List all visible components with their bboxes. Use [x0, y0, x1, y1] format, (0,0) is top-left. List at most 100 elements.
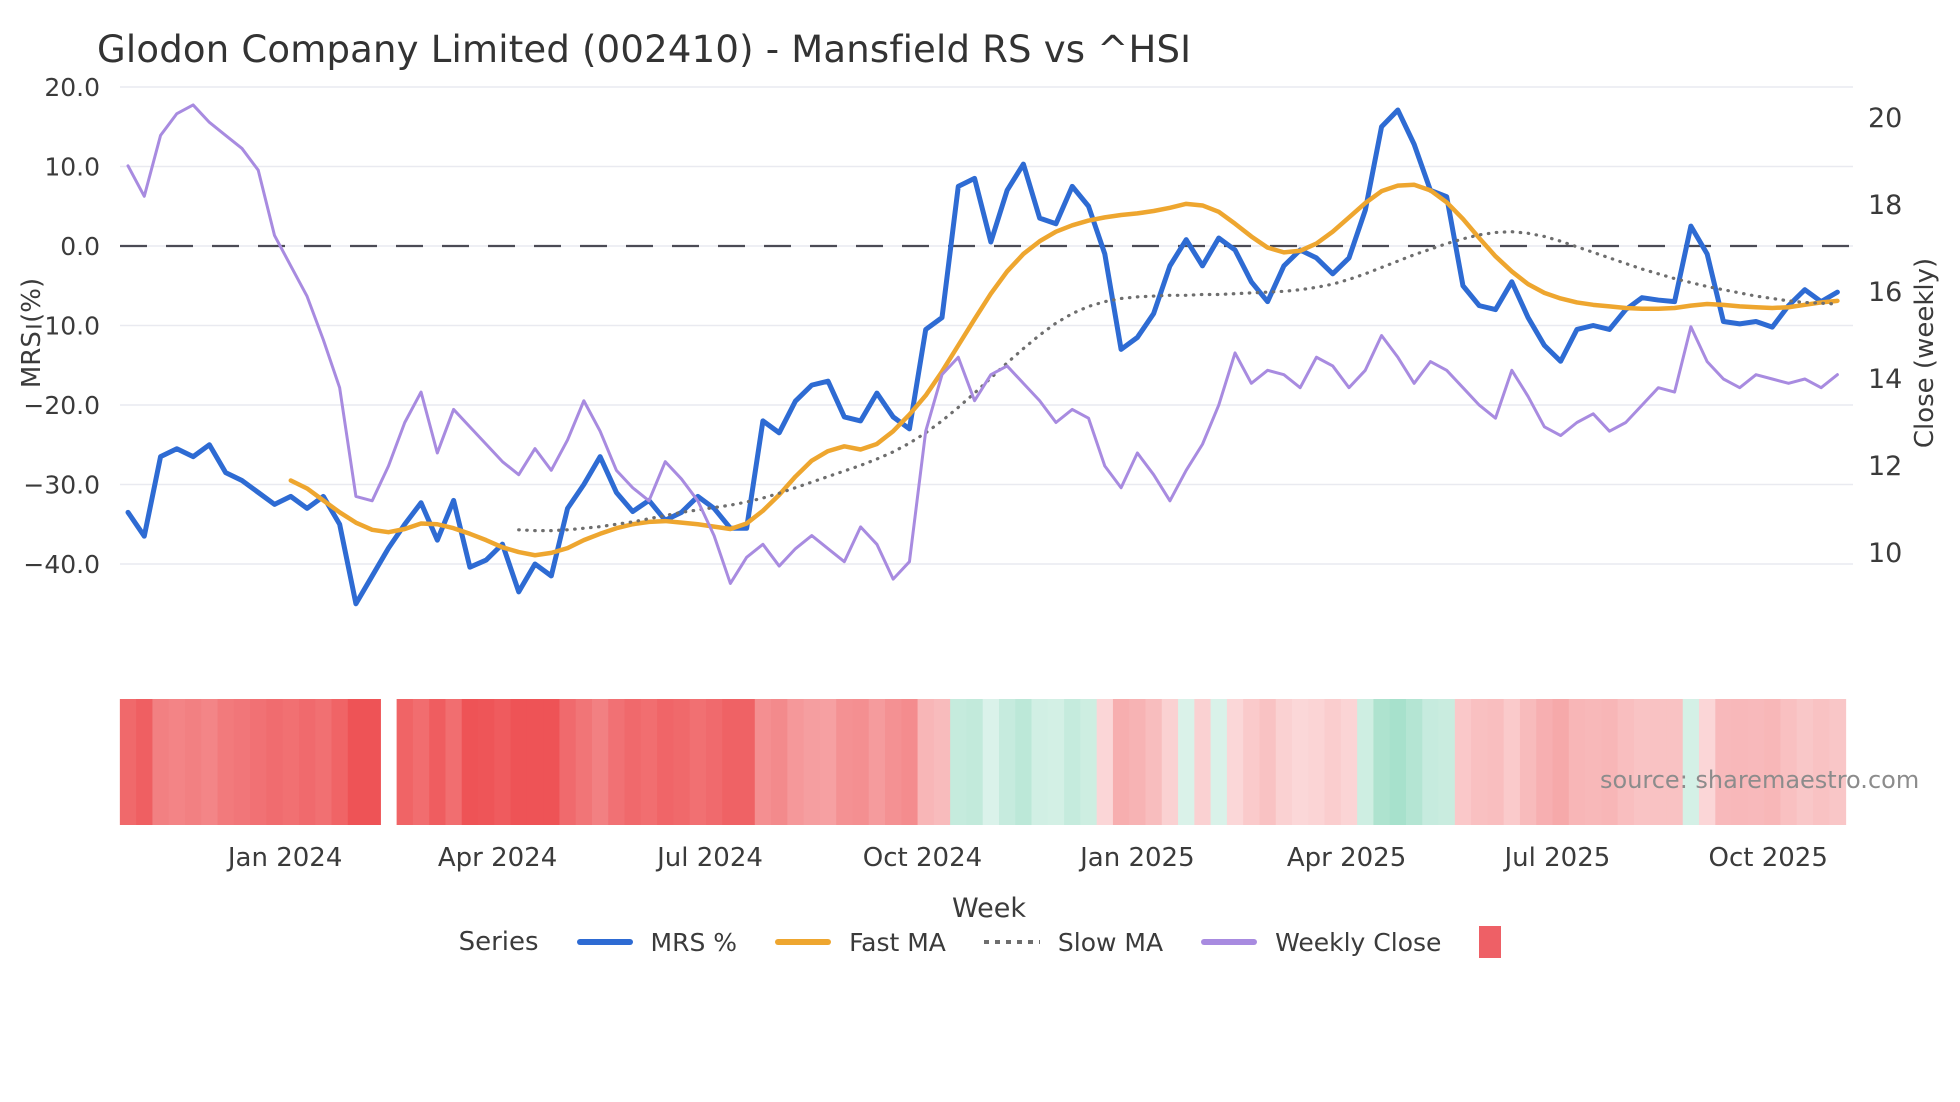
heatmap-cell: [1308, 699, 1326, 825]
heatmap-cell: [1243, 699, 1261, 825]
heatmap-cell: [624, 699, 642, 825]
heatmap-cell: [1503, 699, 1521, 825]
chart-legend: Series MRS % Fast MA Slow MA Weekly Clos…: [0, 920, 1960, 964]
heatmap-cell: [543, 699, 561, 825]
x-axis-tick-label: Jan 2025: [1078, 843, 1195, 873]
heatmap-cell: [136, 699, 154, 825]
heatmap-cell: [640, 699, 658, 825]
heatmap-cell: [1699, 699, 1716, 825]
heatmap-cell: [885, 699, 902, 825]
legend-item-slow-ma[interactable]: Slow MA: [983, 928, 1163, 957]
legend-item-mrs[interactable]: MRS %: [576, 928, 737, 957]
heatmap-cell: [478, 699, 495, 825]
heatmap-cell: [1601, 699, 1619, 825]
x-axis-title: Week: [952, 893, 1026, 924]
heatmap-cell: [1617, 699, 1635, 825]
legend-title: Series: [458, 927, 539, 957]
y-axis-left-tick-label: 20.0: [44, 73, 100, 102]
x-axis-tick-label: Jan 2024: [226, 843, 343, 873]
legend-item-weekly-close[interactable]: Weekly Close: [1201, 928, 1441, 957]
heatmap-cell: [1047, 699, 1065, 825]
x-axis-tick-label: Oct 2024: [863, 843, 982, 873]
x-axis-tick-label: Oct 2025: [1709, 843, 1828, 873]
heatmap-cell: [494, 699, 512, 825]
heatmap-cell: [1064, 699, 1081, 825]
heatmap-cell: [1259, 699, 1277, 825]
heatmap-cell: [526, 699, 544, 825]
y-axis-right-tick-label: 10: [1868, 538, 1902, 569]
heatmap-cell: [689, 699, 707, 825]
x-axis-tick-label: Jul 2025: [1502, 843, 1610, 873]
heatmap-cell: [1454, 699, 1472, 825]
heatmap-cell: [1389, 699, 1407, 825]
heatmap-cell: [1373, 699, 1391, 825]
heatmap-cell: [233, 699, 251, 825]
heatmap-cell: [1519, 699, 1537, 825]
heatmap-cell: [852, 699, 870, 825]
heatmap-cell: [901, 699, 919, 825]
heatmap-cell: [315, 699, 333, 825]
heatmap-cell: [282, 699, 300, 825]
heatmap-cell: [950, 699, 968, 825]
heatmap-cell: [608, 699, 626, 825]
heatmap-cell: [998, 699, 1016, 825]
x-axis-tick-label: Apr 2025: [1287, 843, 1406, 873]
heatmap-cell: [217, 699, 235, 825]
heatmap-cell: [1145, 699, 1163, 825]
y-axis-left-tick-label: −20.0: [23, 391, 100, 420]
heatmap-cell: [1796, 699, 1814, 825]
heatmap-cell: [1178, 699, 1195, 825]
x-axis-tick-label: Apr 2024: [438, 843, 557, 873]
heatmap-cell: [657, 699, 674, 825]
heatmap-cell: [347, 699, 365, 825]
heatmap-cell: [1405, 699, 1423, 825]
heatmap-cell: [184, 699, 202, 825]
heatmap-cell: [803, 699, 821, 825]
heatmap-cell: [331, 699, 349, 825]
y-axis-left-tick-label: −30.0: [23, 471, 100, 500]
legend-item-fast-ma[interactable]: Fast MA: [775, 928, 946, 957]
heatmap-cell: [1715, 699, 1733, 825]
heatmap-cell: [966, 699, 984, 825]
heatmap-cell: [510, 699, 528, 825]
y-axis-right-tick-label: 20: [1868, 103, 1902, 134]
heatmap-cell: [933, 699, 951, 825]
heatmap-cell: [250, 699, 267, 825]
heatmap-cell: [1650, 699, 1668, 825]
heatmap-cell: [1666, 699, 1684, 825]
legend-item-label: Weekly Close: [1275, 927, 1442, 957]
heatmap-cell: [445, 699, 463, 825]
heatmap-cell: [1764, 699, 1782, 825]
heatmap-cell: [1633, 699, 1651, 825]
heatmap-cell: [396, 699, 414, 825]
heatmap-cell: [1096, 699, 1114, 825]
heatmap-cell: [738, 699, 756, 825]
heatmap-cell: [1568, 699, 1586, 825]
heatmap-cell: [1210, 699, 1228, 825]
heatmap-cell: [575, 699, 593, 825]
heatmap-cell: [266, 699, 284, 825]
heatmap-cell: [1161, 699, 1179, 825]
heatmap-cell: [412, 699, 430, 825]
heatmap-cell: [1585, 699, 1602, 825]
heatmap-cell: [1747, 699, 1765, 825]
legend-item-heatmap[interactable]: [1479, 926, 1502, 958]
y-axis-left-tick-label: 0.0: [60, 232, 100, 261]
heatmap-cell: [1422, 699, 1440, 825]
heatmap-cell: [1536, 699, 1554, 825]
series-line-slow-ma: [517, 230, 1840, 533]
heatmap-cell: [1324, 699, 1342, 825]
heatmap-cell: [917, 699, 935, 825]
y-axis-right-tick-label: 18: [1868, 190, 1902, 221]
heatmap-cell: [119, 699, 137, 825]
heatmap-cell: [559, 699, 577, 825]
y-axis-right-tick-label: 16: [1868, 277, 1902, 308]
heatmap-cell: [1340, 699, 1358, 825]
y-axis-left-tick-label: −40.0: [23, 550, 100, 579]
heatmap-cell: [819, 699, 837, 825]
heatmap-cell: [429, 699, 447, 825]
heatmap-cell: [982, 699, 1000, 825]
heatmap-cell: [1471, 699, 1488, 825]
heatmap-cell: [1194, 699, 1212, 825]
